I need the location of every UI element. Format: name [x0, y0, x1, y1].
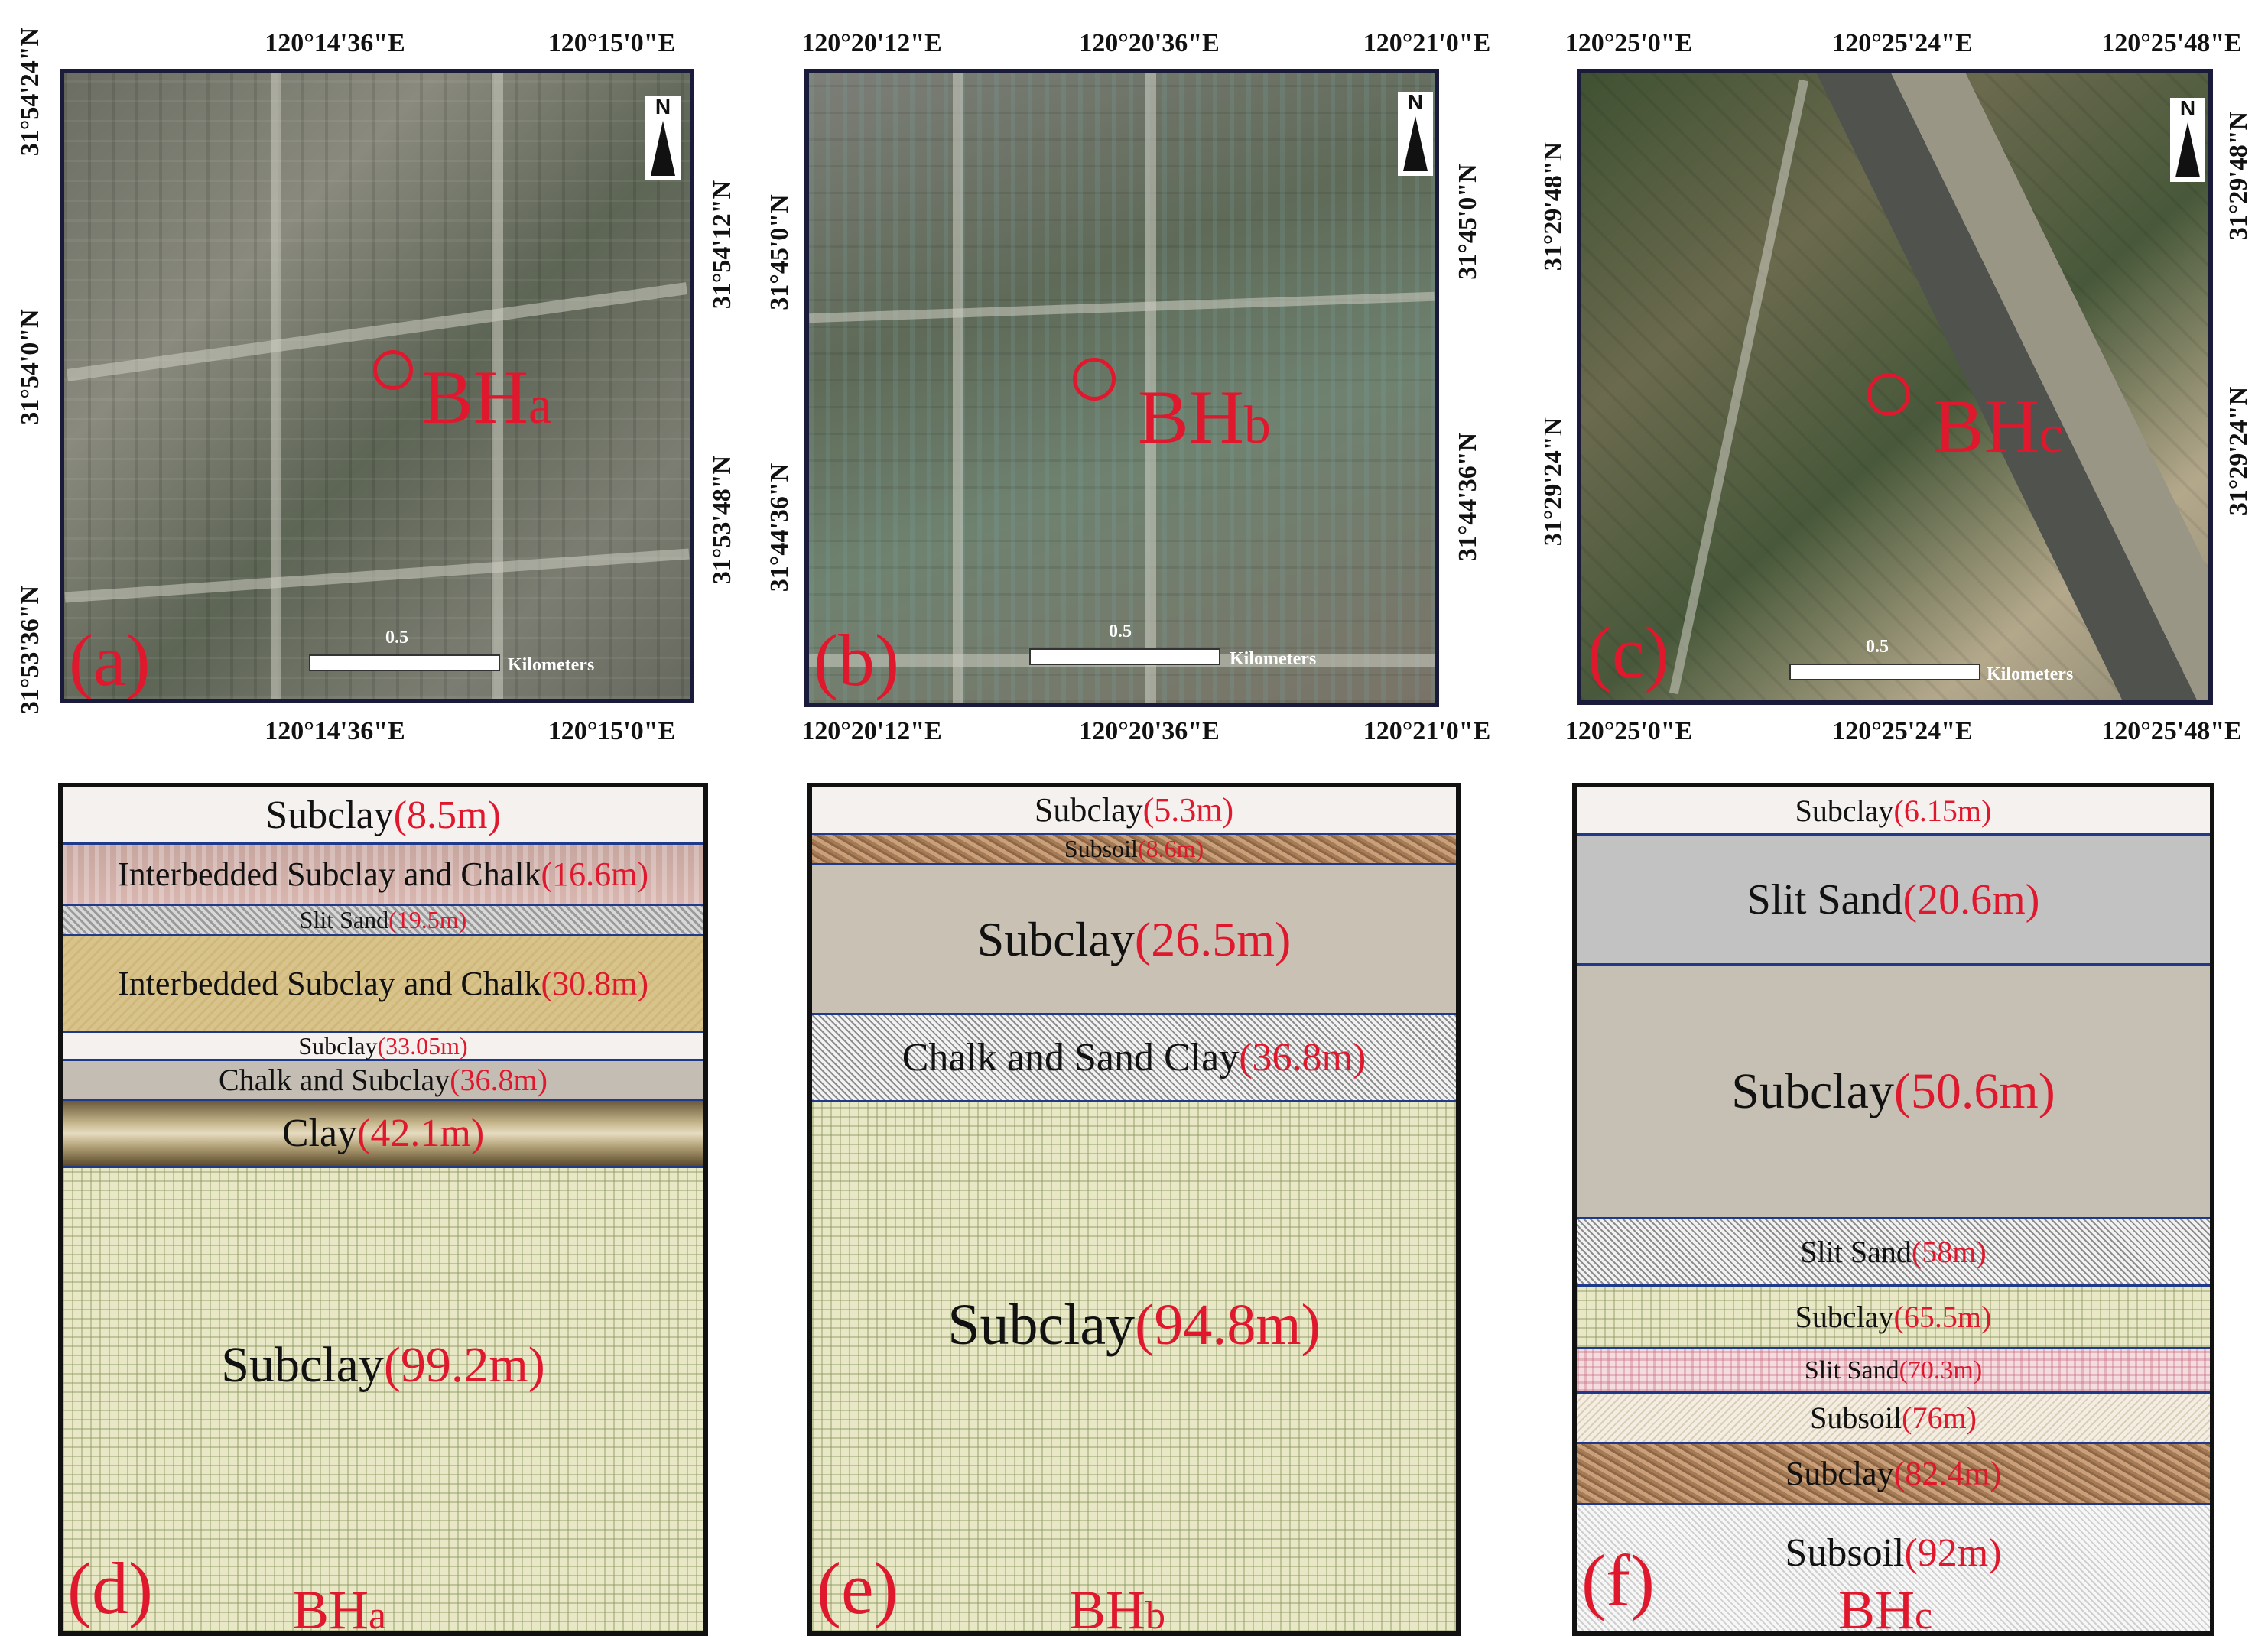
map-b-right-lat-1: 31°45'0"N — [1454, 164, 1482, 280]
panel-f-letter: (f) — [1581, 1540, 1655, 1621]
map-b-bottom-lon-1: 120°20'12"E — [801, 717, 942, 745]
map-c-right-lat-2: 31°29'24"N — [2224, 386, 2253, 516]
map-a-left-lat-1: 31°54'24"N — [16, 27, 44, 157]
panel-d-letter: (d) — [67, 1547, 153, 1629]
layer-e-4: Chalk and Sand Clay (36.8m) — [812, 1015, 1456, 1102]
map-c-scale-bar — [1789, 664, 1980, 680]
column-e-borehole-label: BHb — [1069, 1579, 1166, 1636]
layer-d-7: Clay (42.1m) — [63, 1101, 703, 1168]
north-label: N — [655, 95, 671, 118]
map-a-top-lon-2: 120°15'0"E — [548, 29, 676, 57]
map-a-scale-value: 0.5 — [385, 628, 408, 648]
borehole-column-e: Subclay (5.3m) Subsoil (8.6m) Subclay (26.5… — [807, 783, 1461, 1636]
map-b-satellite: BHb N 0.5 Kilometers (b) — [804, 69, 1439, 707]
map-a-scale-unit: Kilometers — [508, 655, 595, 675]
borehole-c-marker — [1867, 373, 1910, 416]
map-b-road — [953, 73, 963, 703]
map-c-road — [1669, 79, 1809, 695]
north-arrow-icon — [651, 121, 675, 176]
panel-b-letter: (b) — [814, 619, 899, 701]
map-a-left-lat-2: 31°54'0"N — [16, 309, 44, 425]
map-c-top-lon-1: 120°25'0"E — [1565, 29, 1693, 57]
layer-d-1: Subclay (8.5m) — [63, 787, 703, 845]
borehole-b-marker — [1073, 358, 1116, 401]
layer-e-3: Subclay (26.5m) — [812, 865, 1456, 1015]
map-a-satellite: BHa N 0.5 Kilometers (a) — [60, 69, 694, 703]
north-arrow-icon — [1403, 116, 1428, 171]
map-c-top-lon-3: 120°25'48"E — [2101, 29, 2242, 57]
map-a-scale-bar — [309, 654, 500, 671]
column-d-borehole-label: BHa — [292, 1579, 387, 1636]
layer-f-7: Subsoil (76m) — [1577, 1394, 2210, 1444]
map-b-road — [809, 291, 1435, 323]
layer-d-6: Chalk and Subclay (36.8m) — [63, 1061, 703, 1101]
map-b-north-arrow-icon: N — [1398, 92, 1433, 176]
map-b-top-lon-3: 120°21'0"E — [1363, 29, 1491, 57]
map-a-road — [271, 73, 281, 699]
layer-d-8: Subclay (99.2m) — [63, 1168, 703, 1631]
map-a-right-lat-2: 31°53'48"N — [708, 455, 736, 585]
layer-e-2: Subsoil (8.6m) — [812, 835, 1456, 865]
map-c-bottom-lon-1: 120°25'0"E — [1565, 717, 1693, 745]
map-b-bottom-lon-2: 120°20'36"E — [1079, 717, 1220, 745]
map-b-left-lat-2: 31°44'36"N — [765, 463, 794, 592]
map-b-right-lat-2: 31°44'36"N — [1454, 432, 1482, 562]
map-a-north-arrow-icon: N — [645, 96, 681, 180]
north-label: N — [1407, 90, 1424, 114]
panel-a-letter: (a) — [69, 619, 151, 701]
map-b-road — [1145, 73, 1156, 703]
layer-f-1: Subclay (6.15m) — [1577, 787, 2210, 836]
map-b-top-lon-2: 120°20'36"E — [1079, 29, 1220, 57]
borehole-a-marker — [373, 350, 413, 390]
layer-d-3: Slit Sand (19.5m) — [63, 906, 703, 936]
borehole-column-d: Subclay (8.5m) Interbedded Subclay and Ch… — [58, 783, 708, 1636]
layer-f-3: Subclay (50.6m) — [1577, 966, 2210, 1219]
panel-e-letter: (e) — [817, 1547, 898, 1629]
map-b-bottom-lon-3: 120°21'0"E — [1363, 717, 1491, 745]
layer-f-6: Slit Sand (70.3m) — [1577, 1349, 2210, 1394]
borehole-column-f: Subclay (6.15m) Slit Sand (20.6m) Subcla… — [1572, 783, 2214, 1636]
map-c-north-arrow-icon: N — [2170, 98, 2205, 182]
layer-d-5: Subclay (33.05m) — [63, 1032, 703, 1061]
layer-d-4: Interbedded Subclay and Chalk (30.8m) — [63, 936, 703, 1033]
map-c-satellite: BHc N 0.5 Kilometers (c) — [1577, 69, 2213, 705]
map-a-top-lon-1: 120°14'36"E — [265, 29, 405, 57]
map-a-bottom-lon-2: 120°15'0"E — [548, 717, 676, 745]
map-b-left-lat-1: 31°45'0"N — [765, 194, 794, 310]
map-b-scale-unit: Kilometers — [1230, 649, 1317, 669]
north-arrow-icon — [2175, 122, 2200, 177]
map-c-top-lon-2: 120°25'24"E — [1832, 29, 1973, 57]
map-c-left-lat-1: 31°29'48"N — [1539, 141, 1568, 271]
map-a-left-lat-3: 31°53'36"N — [16, 585, 44, 715]
layer-f-5: Subclay (65.5m) — [1577, 1287, 2210, 1349]
map-a-right-lat-1: 31°54'12"N — [708, 180, 736, 310]
layer-d-2: Interbedded Subclay and Chalk (16.6m) — [63, 845, 703, 906]
column-f-borehole-label: BHc — [1838, 1579, 1933, 1636]
layer-f-9: Subsoil (92m) — [1577, 1505, 2210, 1631]
map-c-left-lat-2: 31°29'24"N — [1539, 417, 1568, 547]
map-b-scale-bar — [1029, 648, 1220, 665]
map-c-right-lat-1: 31°29'48"N — [2224, 111, 2253, 241]
layer-f-8: Subclay (82.4m) — [1577, 1444, 2210, 1505]
map-c-scale-unit: Kilometers — [1987, 664, 2074, 684]
map-c-bottom-lon-3: 120°25'48"E — [2101, 717, 2242, 745]
north-label: N — [2179, 96, 2196, 120]
borehole-a-label: BHa — [422, 355, 552, 440]
map-a-road — [492, 73, 503, 699]
map-c-bottom-lon-2: 120°25'24"E — [1832, 717, 1973, 745]
map-b-top-lon-1: 120°20'12"E — [801, 29, 942, 57]
map-a-road — [64, 548, 690, 603]
layer-e-1: Subclay (5.3m) — [812, 787, 1456, 835]
map-b-scale-value: 0.5 — [1109, 622, 1132, 641]
layer-f-4: Slit Sand (58m) — [1577, 1219, 2210, 1287]
map-c-scale-value: 0.5 — [1866, 637, 1889, 657]
panel-c-letter: (c) — [1587, 612, 1669, 693]
layer-f-2: Slit Sand (20.6m) — [1577, 836, 2210, 966]
map-a-bottom-lon-1: 120°14'36"E — [265, 717, 405, 745]
borehole-b-label: BHb — [1138, 375, 1271, 459]
layer-e-5: Subclay (94.8m) — [812, 1102, 1456, 1631]
borehole-c-label: BHc — [1933, 384, 2063, 469]
